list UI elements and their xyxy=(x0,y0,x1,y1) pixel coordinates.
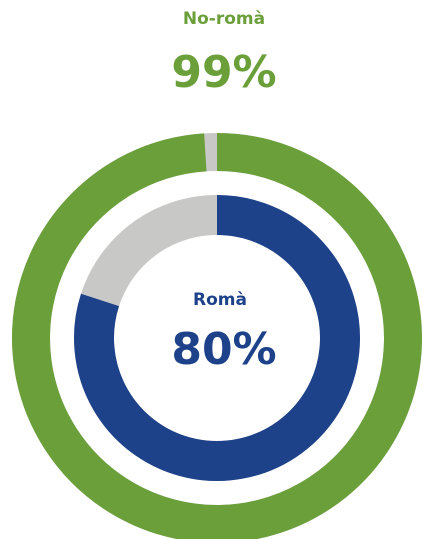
outer-title: No-romà xyxy=(183,9,265,29)
donut-segment xyxy=(12,133,422,539)
inner-title: Romà xyxy=(193,290,247,310)
donut-segment xyxy=(74,195,360,481)
inner-value-label: 80% xyxy=(171,324,276,375)
outer-value-label: 99% xyxy=(171,47,276,98)
